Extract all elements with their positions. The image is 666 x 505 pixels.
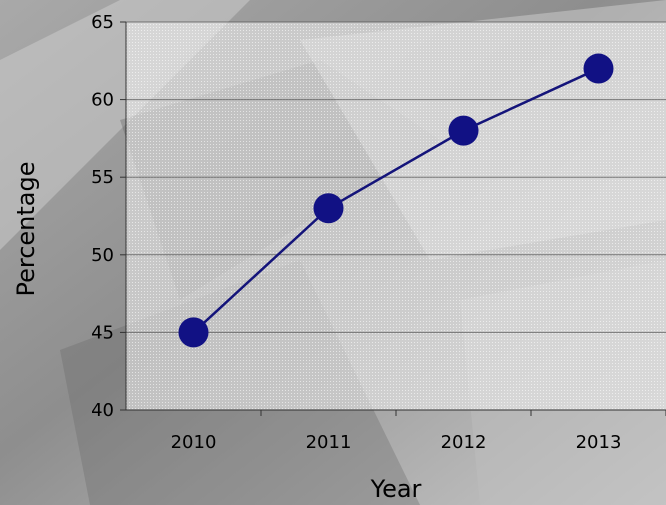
y-tick-label-65: 65 xyxy=(91,12,114,33)
y-tick-label-50: 50 xyxy=(91,245,114,266)
y-tick-labels: 40 45 50 55 60 65 xyxy=(91,12,114,421)
x-tick-label-2012: 2012 xyxy=(441,432,487,453)
y-tick-label-55: 55 xyxy=(91,167,114,188)
data-point-2010 xyxy=(178,317,209,348)
y-tick-label-45: 45 xyxy=(91,322,114,343)
x-tick-labels: 2010 2011 2012 2013 xyxy=(171,432,622,453)
y-axis-title: Percentage xyxy=(12,161,40,296)
y-tick-label-40: 40 xyxy=(91,400,114,421)
data-points xyxy=(178,53,614,348)
axes xyxy=(120,21,666,416)
x-tick-label-2011: 2011 xyxy=(306,432,352,453)
series-line xyxy=(192,67,600,334)
x-tick-label-2013: 2013 xyxy=(576,432,622,453)
gridlines xyxy=(126,21,666,333)
y-tick-label-60: 60 xyxy=(91,90,114,111)
x-axis-title: Year xyxy=(370,475,422,503)
series-line-path xyxy=(192,67,600,334)
data-point-2011 xyxy=(313,193,344,224)
x-tick-label-2010: 2010 xyxy=(171,432,217,453)
data-point-2013 xyxy=(583,53,614,84)
data-point-2012 xyxy=(448,115,479,146)
